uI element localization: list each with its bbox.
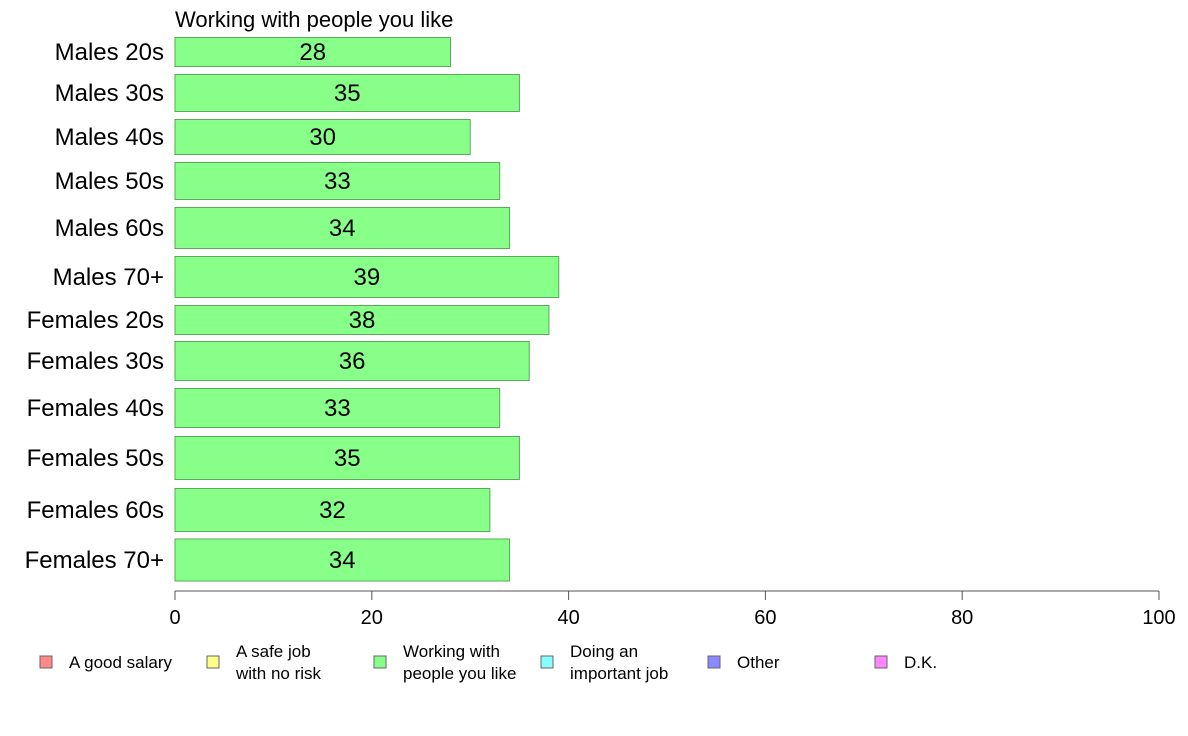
x-tick-label: 60 — [754, 607, 776, 629]
x-axis: 0 20 40 60 80 100 — [169, 590, 1176, 629]
data-label: 35 — [334, 80, 361, 107]
legend-label: A safe job — [236, 642, 311, 661]
bars-group: Males 20s 28 Males 30s 35 Males 40s 30 Males 5… — [25, 37, 560, 582]
legend-label: with no risk — [235, 664, 322, 683]
data-label: 30 — [309, 124, 336, 151]
bar — [174, 162, 501, 200]
category-label: Females 40s — [27, 395, 164, 422]
bar — [174, 341, 530, 381]
category-label: Males 40s — [55, 124, 164, 151]
bar — [174, 256, 560, 298]
data-label: 28 — [299, 39, 326, 66]
bar — [174, 388, 501, 428]
data-label: 33 — [324, 395, 351, 422]
data-label: 36 — [339, 348, 366, 375]
legend-label: Doing an — [570, 642, 638, 661]
category-label: Females 70+ — [25, 547, 164, 574]
legend-swatch — [373, 655, 387, 669]
category-label: Males 30s — [55, 80, 164, 107]
legend-label: Other — [737, 653, 780, 672]
legend-swatch — [540, 655, 554, 669]
category-label: Males 50s — [55, 168, 164, 195]
category-label: Females 30s — [27, 348, 164, 375]
category-label: Males 70+ — [53, 264, 164, 291]
data-label: 32 — [319, 497, 346, 524]
bar — [174, 74, 520, 112]
legend-swatch — [707, 655, 721, 669]
data-label: 33 — [324, 168, 351, 195]
bar — [174, 37, 452, 67]
x-tick-label: 80 — [951, 607, 973, 629]
legend-swatch — [39, 655, 53, 669]
bar — [174, 538, 511, 582]
bar — [174, 305, 550, 335]
category-label: Males 20s — [55, 39, 164, 66]
category-label: Females 20s — [27, 307, 164, 334]
data-label: 34 — [329, 215, 356, 242]
data-label: 35 — [334, 445, 361, 472]
x-tick-label: 20 — [361, 607, 383, 629]
data-label: 34 — [329, 547, 356, 574]
bar — [174, 119, 471, 155]
legend-swatch — [874, 655, 888, 669]
bar — [174, 436, 520, 480]
legend-label: Working with — [403, 642, 500, 661]
legend: A good salary A safe job with no risk Worki… — [39, 642, 937, 683]
legend-label: A good salary — [69, 653, 173, 672]
category-label: Females 50s — [27, 445, 164, 472]
legend-label: people you like — [403, 664, 516, 683]
chart-title: Working with people you like — [175, 7, 453, 32]
data-label: 38 — [349, 307, 376, 334]
category-label: Males 60s — [55, 215, 164, 242]
data-label: 39 — [354, 264, 381, 291]
legend-label: D.K. — [904, 653, 937, 672]
bar — [174, 207, 511, 249]
x-tick-label: 0 — [169, 607, 180, 629]
category-label: Females 60s — [27, 497, 164, 524]
x-tick-label: 100 — [1142, 607, 1175, 629]
x-tick-label: 40 — [557, 607, 579, 629]
legend-label: important job — [570, 664, 668, 683]
bar — [174, 488, 491, 532]
legend-swatch — [206, 655, 220, 669]
